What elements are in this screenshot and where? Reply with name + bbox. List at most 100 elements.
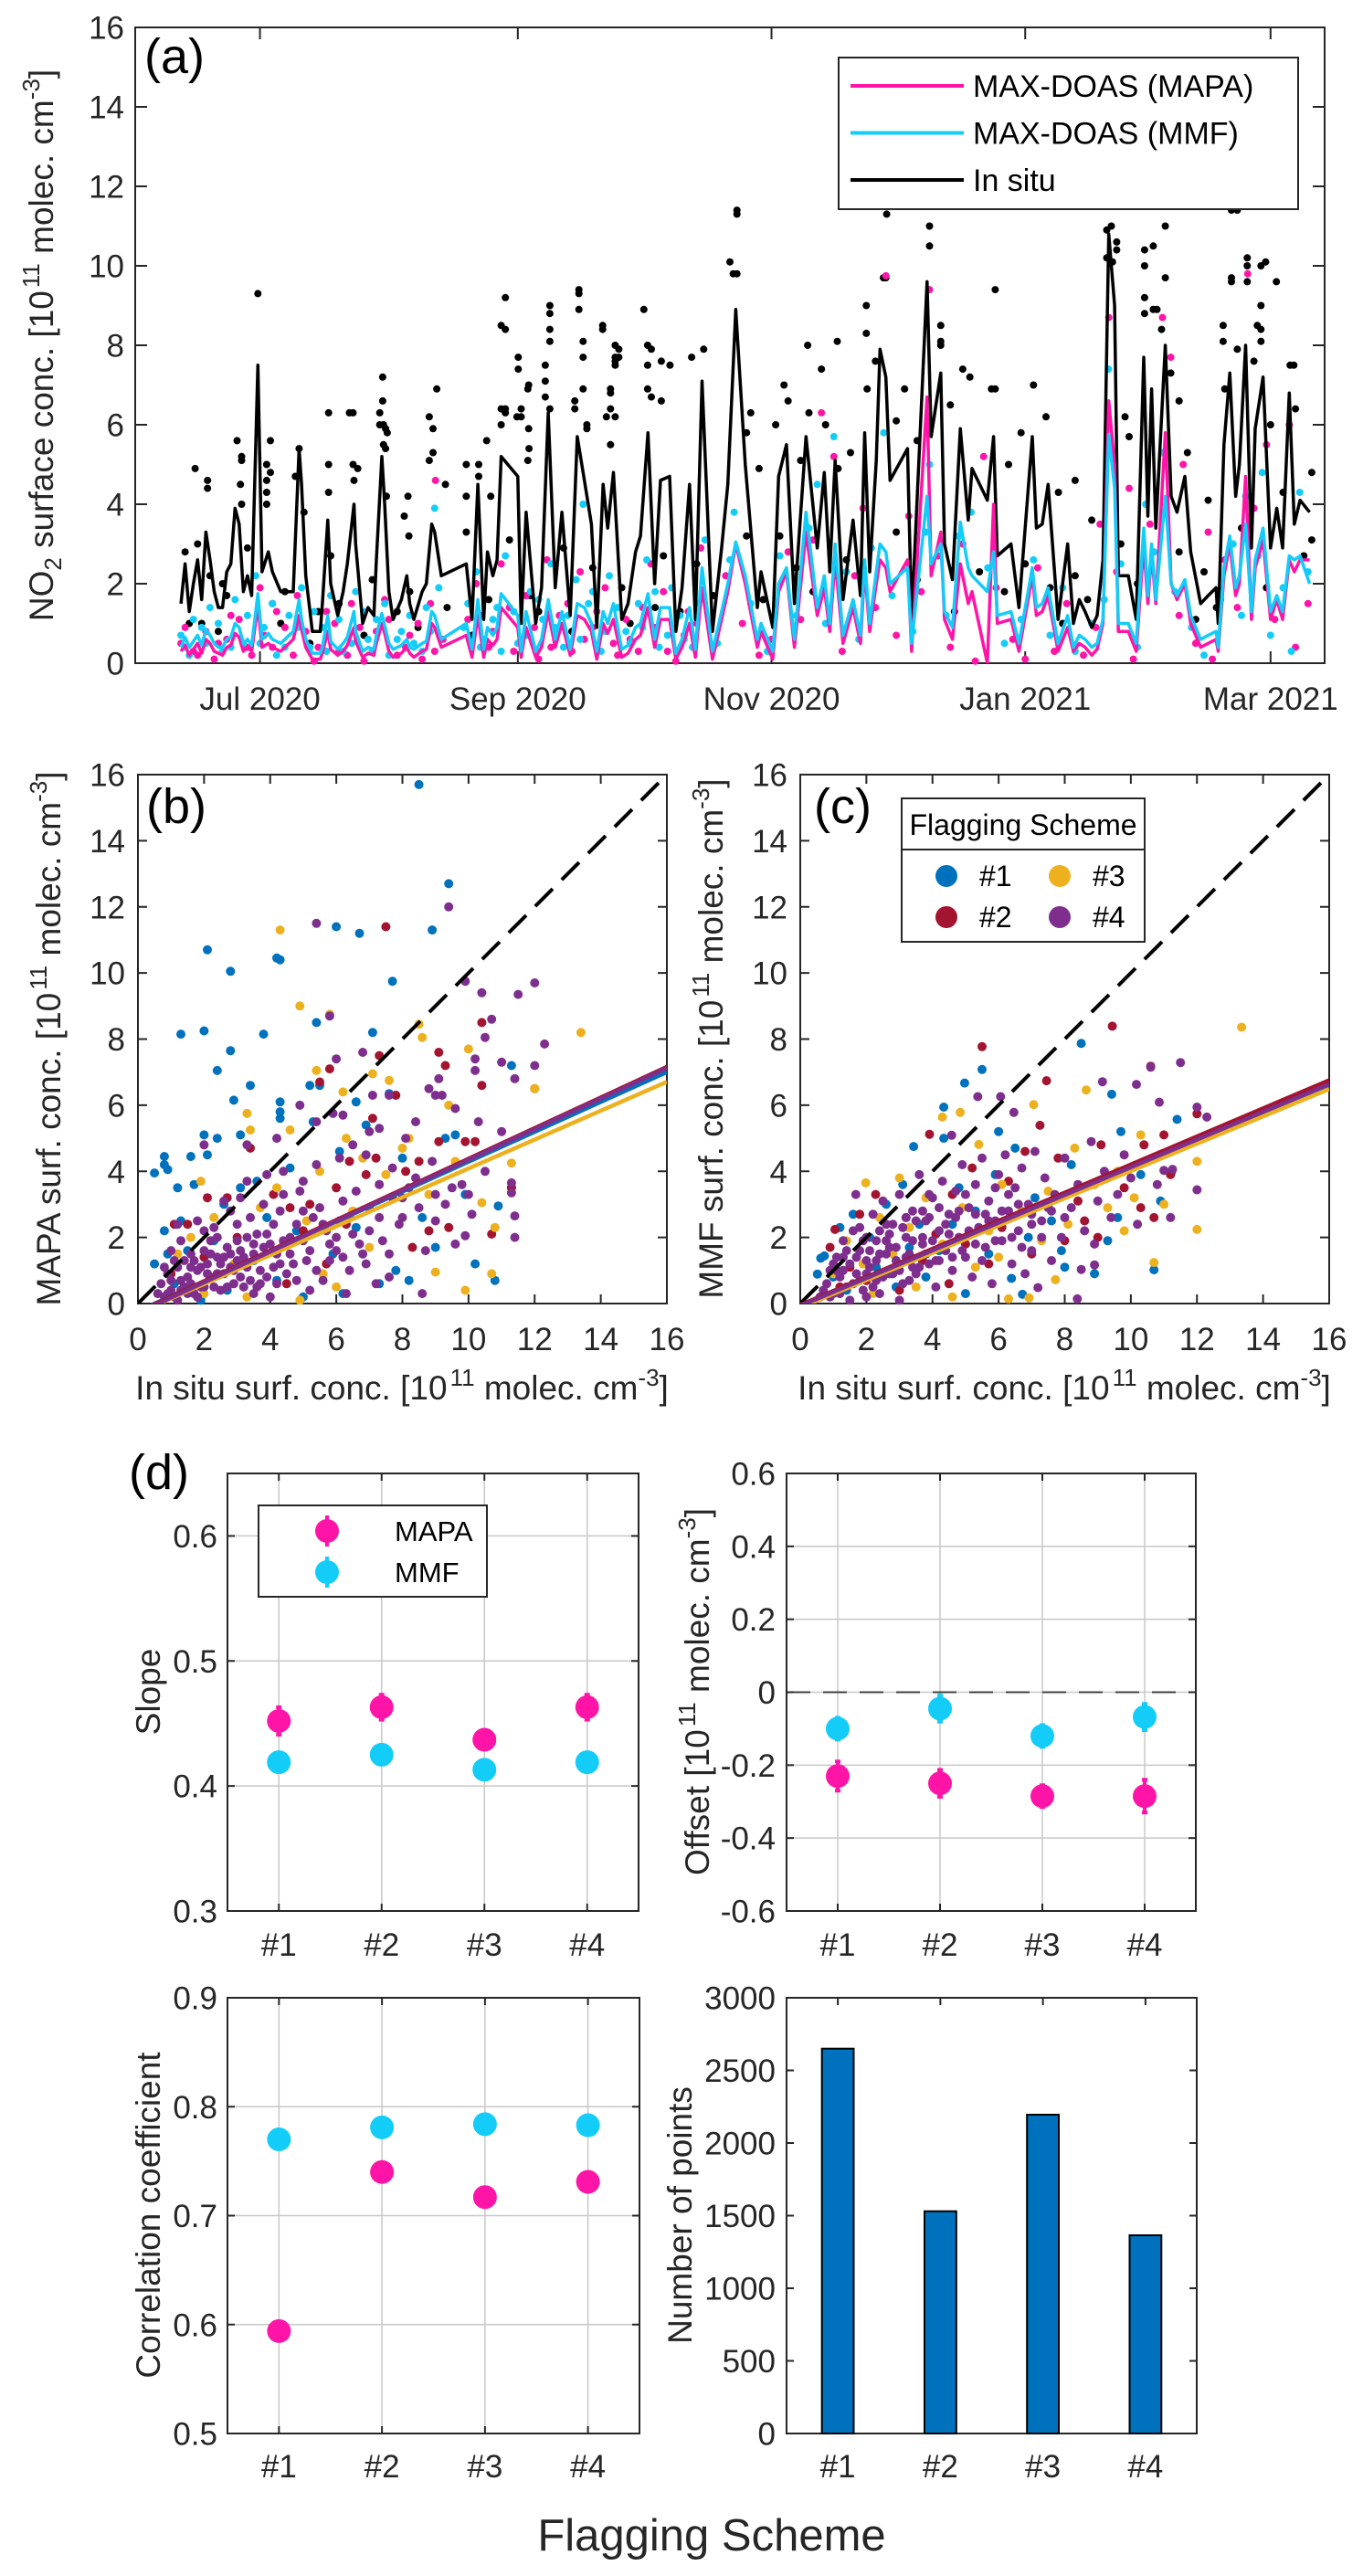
scheme-2-point (414, 1156, 424, 1167)
mapa-point (1175, 611, 1183, 619)
scheme-4-point (365, 1126, 375, 1136)
scheme-4-point (209, 1282, 219, 1292)
scheme-3-point (209, 1212, 219, 1222)
scheme-4-point (179, 1256, 189, 1265)
bar-scheme-2 (924, 2210, 957, 2434)
scheme-4-point (315, 1203, 324, 1213)
scheme-2-point (315, 1077, 324, 1087)
scheme-4-point (1155, 1097, 1164, 1107)
insitu-point (237, 480, 245, 489)
scheme-4-point (540, 1039, 550, 1049)
scheme-4-point (232, 1236, 242, 1246)
y-tick-label: 0.4 (173, 1769, 217, 1805)
mmf-point (634, 599, 642, 607)
mapa-point (355, 623, 364, 631)
scheme-4-point (944, 1230, 954, 1239)
scheme-1-point (430, 1242, 440, 1252)
ylabel-text: MMF surf. conc. [10 (692, 1000, 730, 1299)
y-tick-label: 0.6 (173, 1519, 217, 1555)
scheme-3-point (911, 1282, 921, 1292)
scheme-1-point (1076, 1039, 1086, 1049)
scheme-1-point (909, 1142, 919, 1152)
scheme-4-point (248, 1289, 259, 1299)
scheme-4-point (457, 1179, 467, 1189)
insitu-point (1107, 222, 1115, 230)
y-tick-label: 4 (108, 1155, 125, 1190)
legend-marker-scheme-3 (1049, 865, 1071, 887)
insitu-point (602, 413, 610, 421)
scheme-4-point (1086, 1136, 1096, 1146)
insitu-point (607, 405, 615, 413)
insitu-point (611, 413, 619, 421)
scheme-4-point (166, 1246, 176, 1256)
scheme-4-point (851, 1189, 861, 1199)
mapa-point (293, 592, 301, 599)
scheme-4-point (308, 1212, 318, 1222)
insitu-point (1292, 405, 1300, 413)
insitu-point (966, 373, 974, 381)
x-tick-label: #1 (820, 1927, 856, 1963)
scheme-4-point (1125, 1173, 1136, 1183)
scheme-1-point (1023, 1232, 1033, 1242)
scheme-1-point (236, 1130, 246, 1140)
scheme-2-point (477, 1018, 487, 1028)
scheme-1-point (305, 1081, 315, 1091)
scheme-3-point (1070, 1143, 1080, 1153)
scheme-4-point (481, 1167, 490, 1177)
insitu-point (882, 210, 891, 218)
mapa-point (1146, 520, 1154, 528)
scheme-4-point (513, 989, 523, 999)
insitu-point (1307, 469, 1315, 477)
mmf-point (1046, 631, 1054, 639)
insitu-point (262, 476, 270, 484)
scheme-1-point (367, 1028, 377, 1038)
y-tick-label: -0.4 (721, 1821, 776, 1857)
scheme-3-point (332, 1282, 342, 1292)
scheme-4-point (236, 1193, 246, 1203)
y-tick-label: 0.6 (173, 2307, 217, 2343)
scheme-1-point (387, 977, 397, 987)
scheme-1-point (444, 879, 454, 889)
x-tick-label: #2 (365, 2449, 400, 2485)
mmf-series (826, 1694, 1157, 1749)
mmf-marker (472, 1758, 497, 1782)
scheme-1-point (506, 1061, 516, 1071)
scheme-4-point (872, 1236, 882, 1246)
scheme-4-point (1106, 1212, 1116, 1222)
axes: #1 #2 #3 #4 -0.6 -0.4 -0.2 0 0.2 0.4 0.6 (721, 1457, 1197, 1963)
insitu-point (893, 417, 901, 425)
insitu-point (1175, 548, 1183, 556)
mapa-marker (472, 1727, 497, 1752)
insitu-point (1083, 596, 1092, 604)
x-tick-label: #2 (364, 1927, 399, 1963)
y-tick-label: 0.5 (173, 1644, 217, 1680)
scheme-4-point (203, 1269, 212, 1279)
scheme-4-point (324, 1011, 334, 1021)
scheme-3-point (285, 1125, 295, 1135)
axes: #1 #2 #3 #4 0 500 1000 1500 2000 2500 3000 (704, 1981, 1198, 2485)
scheme-2-point (1035, 1120, 1045, 1130)
insitu-point (657, 396, 665, 405)
y-tick-label: 2 (108, 1220, 125, 1256)
mapa-point (290, 651, 297, 660)
panel-label-d: (d) (129, 1445, 189, 1500)
insitu-point (1233, 345, 1241, 354)
shared-xlabel-flagging-scheme: Flagging Scheme (537, 2511, 885, 2560)
scheme-4-point (275, 1259, 285, 1269)
insitu-point (1220, 385, 1229, 393)
mapa-point (660, 587, 668, 596)
scheme-4-point (935, 1203, 944, 1213)
scheme-4-points (815, 1058, 1212, 1305)
scheme-4-point (904, 1275, 914, 1285)
scheme-4-point (242, 1177, 252, 1187)
insitu-point (497, 421, 505, 428)
mapa-point (1271, 616, 1279, 624)
mmf-series (267, 1742, 599, 1782)
insitu-point (517, 405, 525, 413)
scheme-3-point (1004, 1293, 1013, 1304)
scheme-4-point (255, 1265, 265, 1275)
scheme-4-point (348, 1230, 358, 1239)
scheme-4-point (927, 1236, 937, 1246)
scheme-4-point (882, 1249, 892, 1259)
insitu-point (946, 401, 955, 409)
